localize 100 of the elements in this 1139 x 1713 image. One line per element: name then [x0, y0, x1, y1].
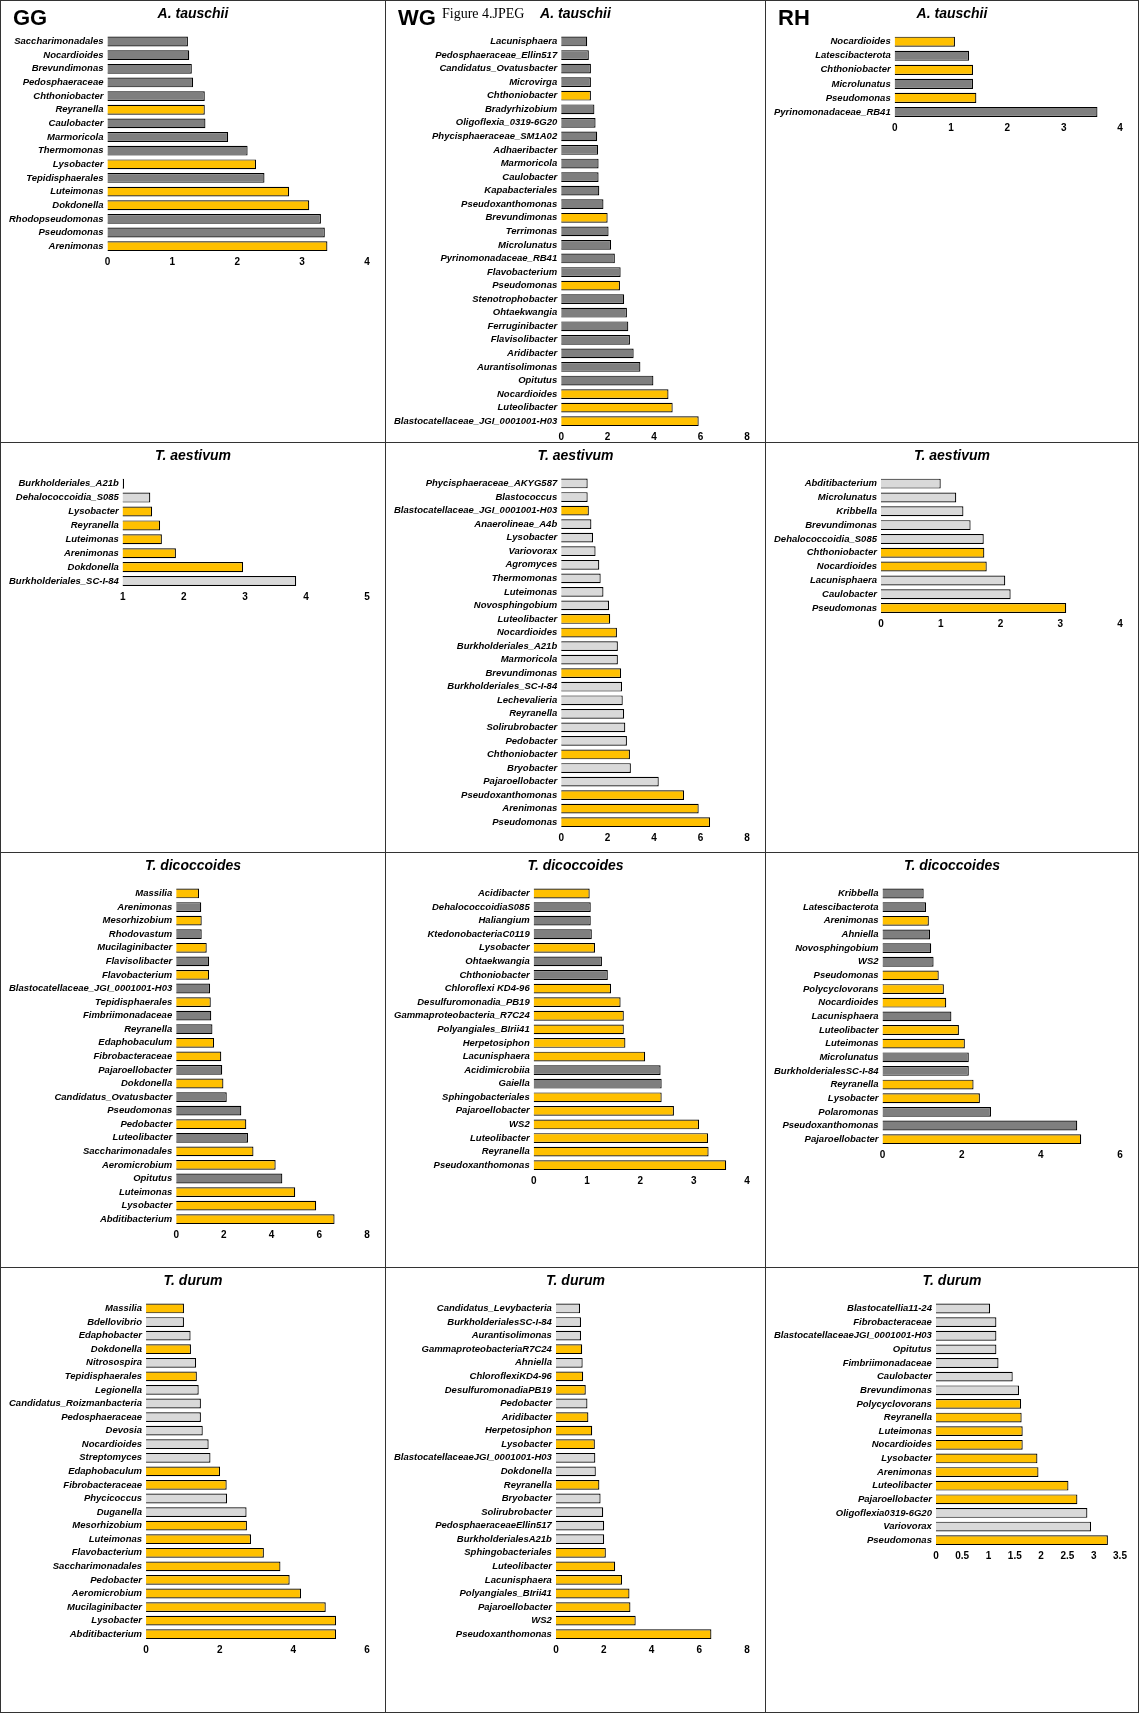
y-tick-label: Pseudomonas — [38, 226, 104, 238]
y-tick-label: Edaphobaculum — [68, 1464, 143, 1476]
y-tick-label: Microlunatus — [498, 238, 558, 250]
y-tick-label: Pajaroellobacter — [804, 1132, 880, 1144]
y-tick-label: Flavobacterium — [71, 1546, 143, 1558]
y-tick-label: Microlunatus — [819, 1050, 879, 1062]
y-tick-label: Oligoflexia_0319-6G20 — [455, 116, 558, 128]
y-tick-label: Pajaroellobacter — [857, 1492, 934, 1504]
y-tick-label: Pyrinomonadaceae_RB41 — [440, 252, 558, 264]
y-tick-label: Ahniella — [513, 1356, 552, 1368]
y-tick-label: Reyranella — [55, 103, 104, 115]
y-tick-label: Pajaroellobacter — [483, 775, 559, 787]
y-tick-label: Candidatus_Levybacteria — [436, 1302, 552, 1314]
y-tick-label: Lysobacter — [68, 505, 121, 517]
y-tick-label: Desulfuromonadia_PB19 — [417, 995, 531, 1007]
y-tick-label: Flavisolibacter — [105, 954, 174, 966]
y-tick-label: Caulobacter — [877, 1370, 934, 1382]
y-tick-label: Marmoricola — [500, 157, 558, 169]
y-tick-label: Blastocatellaceae_JGI_0001001-H03 — [393, 414, 558, 426]
y-tick-label: Ohtaekwangia — [492, 306, 558, 318]
y-tick-label: Burkholderiales_A21b — [18, 477, 119, 489]
x-tick-label: 2 — [604, 831, 611, 843]
y-tick-label: Brevundimonas — [860, 1383, 932, 1395]
y-tick-label: BurkholderialesSC-I-84 — [773, 1064, 880, 1076]
y-tick-label: Lysobacter — [881, 1452, 934, 1464]
y-tick-label: Gammaproteobacteria_R7C24 — [393, 1009, 531, 1021]
y-tick-label: Bryobacter — [501, 1492, 554, 1504]
y-tick-label: Adhaeribacter — [492, 143, 559, 155]
y-tick-label: Ohtaekwangia — [465, 955, 530, 967]
y-tick-label: Chthoniobacter — [806, 546, 879, 558]
x-tick-label: 2 — [1004, 121, 1011, 133]
x-tick-label: 0 — [553, 1643, 560, 1655]
y-tick-label: Chthoniobacter — [486, 748, 559, 760]
y-tick-label: Mesorhizobium — [102, 914, 173, 926]
y-tick-label: Luteolibacter — [112, 1131, 174, 1143]
y-tick-label: Pedosphaeraceae_Ellin517 — [435, 48, 558, 60]
y-tick-label: Dokdonella — [52, 198, 104, 210]
y-tick-label: Lysobacter — [827, 1091, 880, 1103]
y-tick-label: Polaromonas — [818, 1105, 879, 1117]
y-tick-label: Thermomonas — [38, 144, 104, 156]
y-tick-label: Pseudomonas — [492, 279, 558, 291]
y-tick-label: Saccharimonadales — [82, 1144, 173, 1156]
y-tick-label: Caulobacter — [822, 587, 879, 599]
y-tick-label: Polyangiales_BIrii41 — [437, 1022, 530, 1034]
y-tick-label: Reyranella — [70, 519, 119, 531]
y-tick-label: Lacunisphaera — [462, 1050, 530, 1062]
y-tick-label: ChloroflexiKD4-96 — [469, 1369, 553, 1381]
y-tick-label: Burkholderiales_A21b — [456, 639, 558, 651]
caption: Figure 4.JPEG — [442, 6, 525, 22]
x-tick-label: 4 — [303, 590, 310, 602]
y-tick-label: Reyranella — [503, 1478, 552, 1490]
x-tick-label: 4 — [648, 1643, 655, 1655]
y-tick-label: Burkholderiales_SC-I-84 — [447, 680, 558, 692]
y-tick-label: Brevundimonas — [31, 62, 104, 74]
text: GG — [13, 5, 48, 31]
y-tick-label: Pseudomonas — [812, 601, 877, 613]
y-tick-label: Pseudoxanthomonas — [461, 197, 558, 209]
y-tick-label: Nocardioides — [497, 387, 558, 399]
y-tick-label: Duganella — [96, 1505, 143, 1517]
y-tick-label: WS2 — [509, 1118, 531, 1130]
y-tick-label: Fimbriimonadaceae — [82, 1009, 173, 1021]
y-tick-label: Luteimonas — [878, 1424, 932, 1436]
chart-title: T. durum — [162, 1272, 224, 1288]
x-tick-label: 4 — [1117, 617, 1124, 629]
y-tick-label: Stenotrophobacter — [472, 292, 559, 304]
x-tick-label: 8 — [744, 1643, 751, 1655]
x-tick-label: 1.5 — [1007, 1549, 1023, 1561]
y-tick-label: Pedosphaeraceae — [61, 1410, 143, 1422]
y-tick-label: Lacunisphaera — [811, 1009, 879, 1021]
y-tick-label: Latescibacterota — [815, 49, 891, 61]
y-tick-label: Chthoniobacter — [33, 89, 105, 101]
y-tick-label: Polycyclovorans — [856, 1397, 932, 1409]
y-tick-label: Tepidisphaerales — [26, 171, 104, 183]
x-tick-label: 1 — [985, 1549, 992, 1561]
y-tick-label: Microlunatus — [817, 491, 877, 503]
x-tick-label: 2 — [637, 1174, 644, 1186]
y-tick-label: Novosphingobium — [795, 941, 880, 953]
y-tick-label: Luteimonas — [825, 1037, 879, 1049]
x-tick-label: 1 — [169, 255, 176, 267]
y-tick-label: Arenimonas — [62, 546, 119, 558]
x-tick-label: 0 — [173, 1228, 180, 1240]
chart-title: T. dicoccoides — [902, 857, 1002, 873]
x-tick-label: 3 — [242, 590, 249, 602]
x-tick-label: 4 — [290, 1643, 297, 1655]
x-tick-label: 4 — [364, 255, 371, 267]
y-tick-label: Ahniella — [840, 928, 879, 940]
y-tick-label: Chthoniobacter — [486, 89, 559, 101]
y-tick-label: Haliangium — [478, 914, 531, 926]
x-tick-label: 3 — [690, 1174, 697, 1186]
y-tick-label: Blastocatellaceae_JGI_0001001-H03 — [393, 504, 558, 516]
y-tick-label: Pajaroellobacter — [477, 1600, 554, 1612]
y-tick-label: Chthoniobacter — [459, 968, 531, 980]
x-tick-label: 3.5 — [1113, 1549, 1128, 1561]
x-tick-label: 8 — [744, 831, 751, 843]
y-tick-label: Pseudoxanthomonas — [782, 1119, 879, 1131]
chart-title: A. tauschii — [540, 5, 611, 21]
x-tick-label: 0 — [879, 1148, 886, 1160]
y-tick-label: Brevundimonas — [805, 518, 877, 530]
x-tick-label: 0.5 — [955, 1549, 970, 1561]
y-tick-label: Arenimonas — [501, 802, 558, 814]
